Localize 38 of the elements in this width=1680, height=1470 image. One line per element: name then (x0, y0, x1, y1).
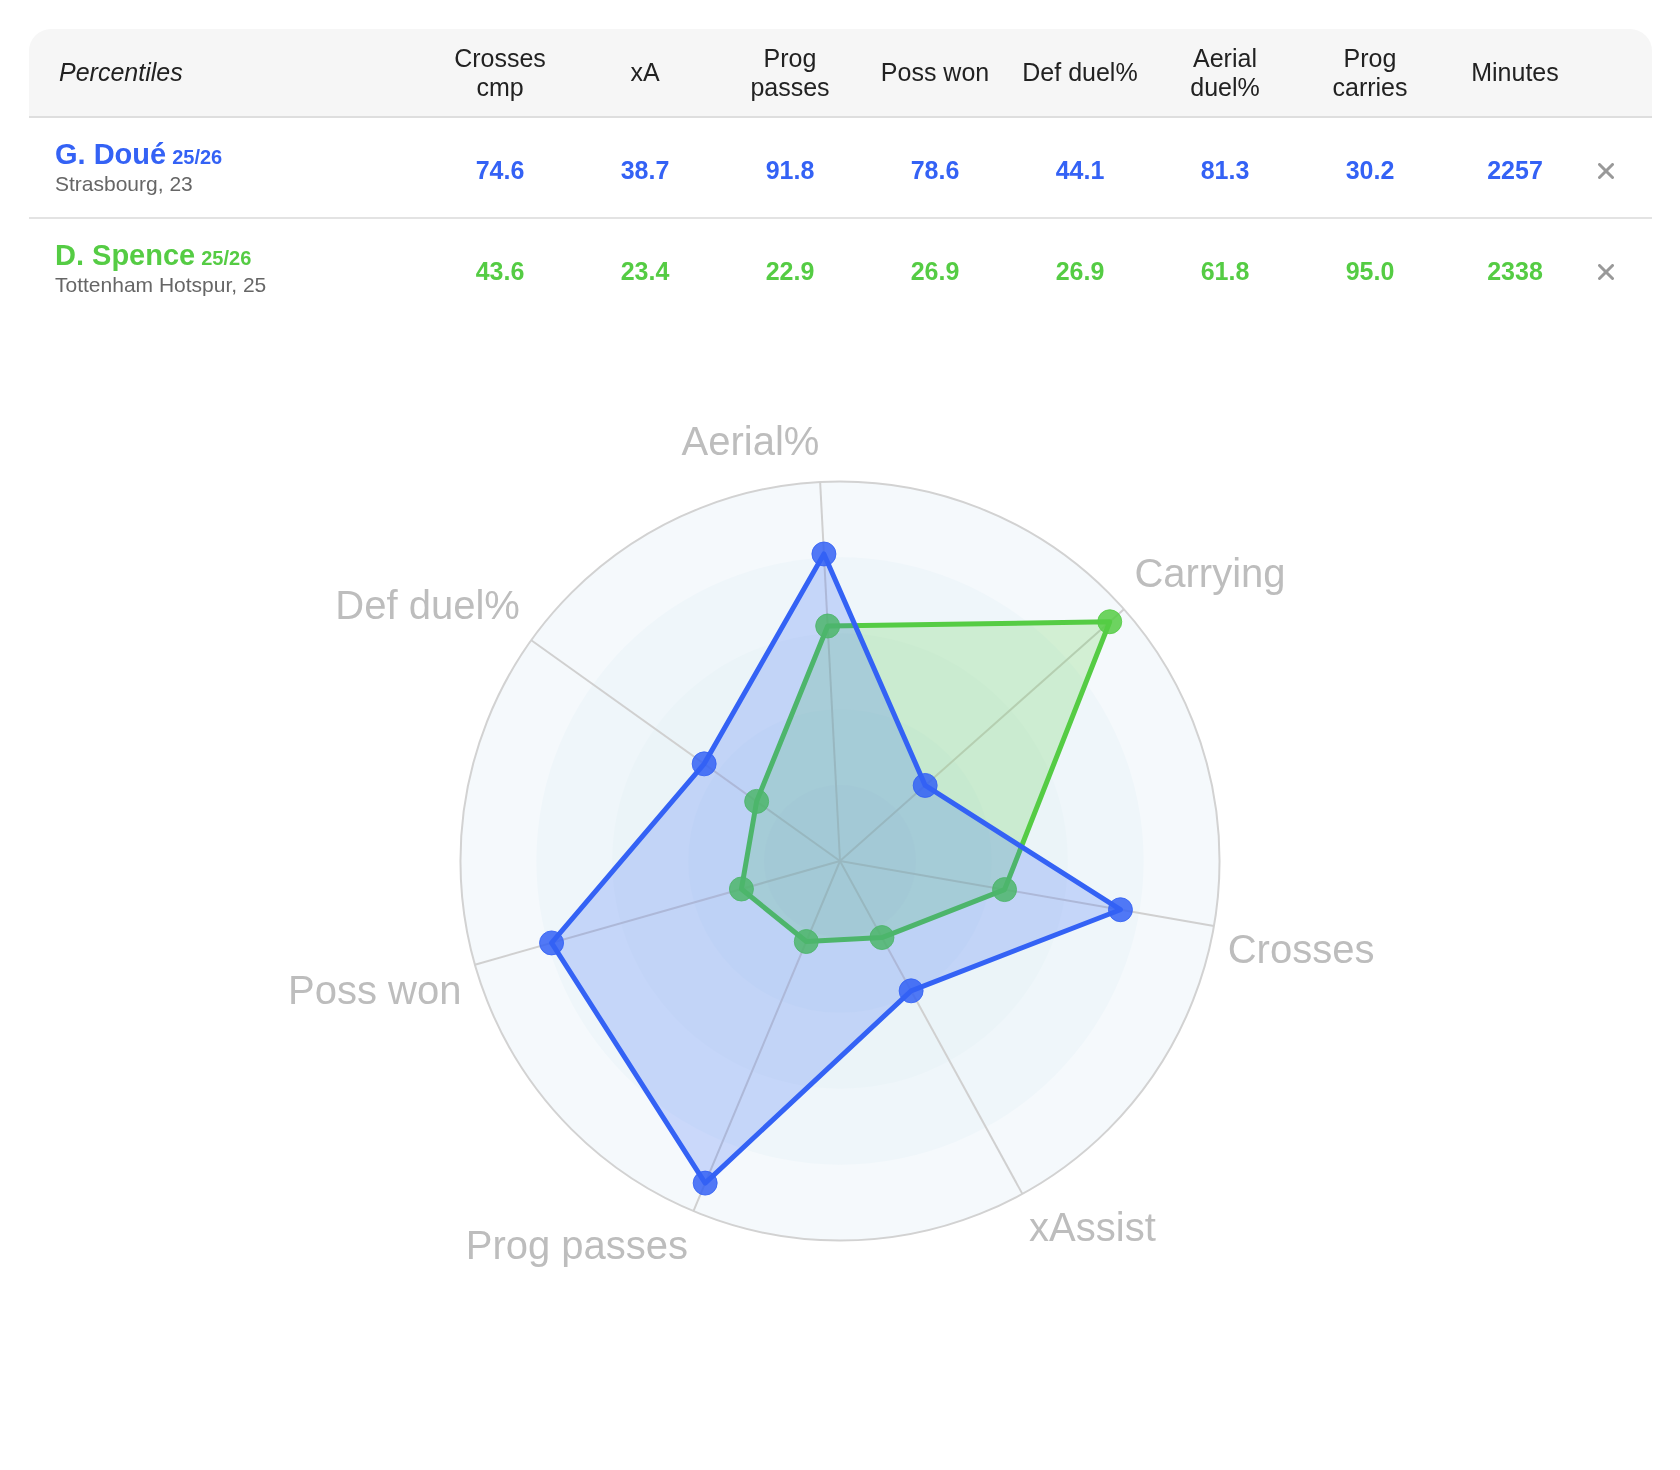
data-label: 22.9 (765, 257, 815, 286)
text: Tottenham Hotspur, 25 (55, 273, 267, 296)
text: 25/26 (201, 247, 252, 269)
data-label: 2257 (1487, 156, 1543, 185)
category-label: Def duel% (1022, 58, 1138, 87)
category-label: Minutes (1471, 58, 1559, 87)
spoke-label: Def duel% (335, 583, 520, 628)
data-label: 61.8 (1200, 257, 1250, 286)
spoke-label: Aerial% (681, 419, 820, 464)
data-label: 44.1 (1055, 156, 1105, 185)
data-label: 2338 (1487, 257, 1543, 286)
category-label: Prog carries (1331, 43, 1409, 102)
text: 25/26 (172, 146, 223, 168)
data-label: 81.3 (1200, 156, 1250, 185)
spoke-label: Prog passes (465, 1223, 689, 1268)
legend-label: G. Doué (55, 138, 167, 170)
legend-label: D. Spence (55, 239, 196, 271)
data-label: 23.4 (620, 257, 670, 286)
data-label: 43.6 (475, 257, 525, 286)
data-label: 91.8 (765, 156, 815, 185)
text: Strasbourg, 23 (55, 172, 193, 195)
category-label: Aerial duel% (1189, 43, 1261, 102)
data-label: 26.9 (910, 257, 960, 286)
category-label: Poss won (880, 58, 990, 87)
text: Percentiles (59, 58, 183, 87)
spoke-label: Crosses (1227, 927, 1375, 972)
data-label: 95.0 (1345, 257, 1395, 286)
spoke-label: Poss won (288, 967, 462, 1012)
spoke-label: Carrying (1134, 550, 1286, 595)
data-label: 38.7 (620, 156, 670, 185)
data-label: 26.9 (1055, 257, 1105, 286)
data-label: 30.2 (1345, 156, 1395, 185)
category-label: xA (630, 58, 660, 87)
spoke-label: xAssist (1029, 1205, 1156, 1250)
data-label: 74.6 (475, 156, 525, 185)
data-label: 78.6 (910, 156, 960, 185)
category-label: Prog passes (749, 43, 831, 102)
category-label: Crosses cmp (453, 43, 547, 102)
